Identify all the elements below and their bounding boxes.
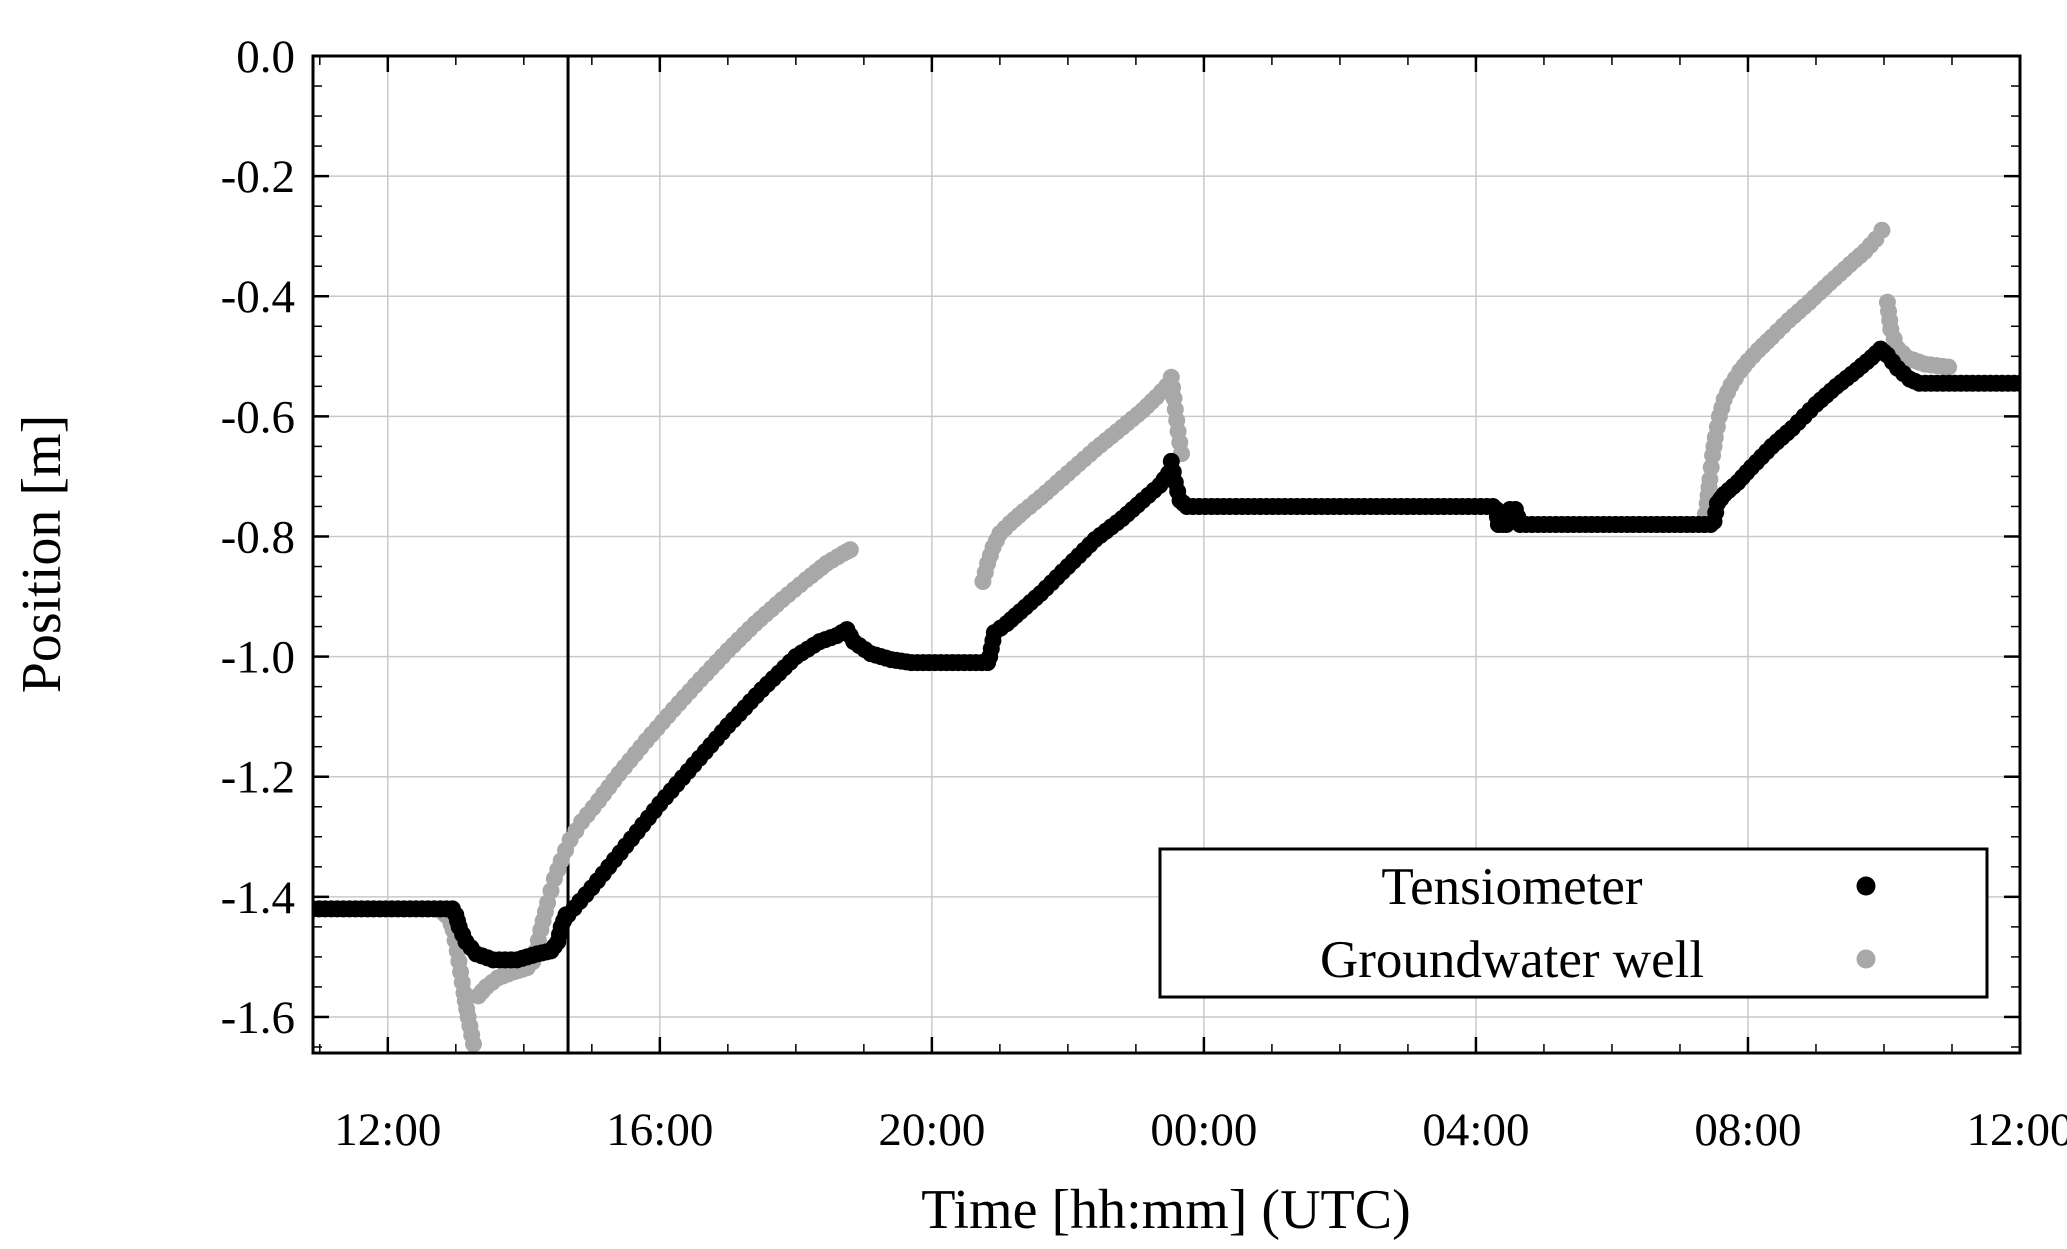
x-tick-label: 20:00: [878, 1104, 985, 1156]
x-tick-label: 12:00: [1966, 1104, 2067, 1156]
legend-label-tensiometer: Tensiometer: [1381, 858, 1643, 916]
grid-layer: [313, 55, 2021, 1053]
legend-entry-tensiometer: Tensiometer: [1381, 858, 1876, 916]
x-tick-label: 12:00: [334, 1104, 441, 1156]
legend-marker-groundwater-well: [1856, 949, 1876, 969]
y-tick-label: 0.0: [236, 31, 295, 83]
data-point-groundwater-well: [1940, 358, 1958, 376]
plot-border: [311, 54, 2022, 1055]
y-tick-label: -1.6: [221, 992, 295, 1044]
y-tick-label: -1.0: [221, 632, 295, 684]
tick-label-layer: 12:00 16:00 20:00 00:00 04:00 08:00 12:00 0.0 -0…: [221, 31, 2067, 1156]
data-layer: [313, 221, 2020, 1053]
data-point-tensiometer: [2011, 374, 2020, 392]
data-point-groundwater-well: [465, 1035, 482, 1053]
y-axis-title: Position [m]: [11, 415, 73, 693]
legend-label-groundwater-well: Groundwater well: [1320, 931, 1704, 989]
legend-box: [1158, 847, 1989, 999]
legend-marker-tensiometer: [1856, 876, 1876, 896]
x-axis-title: Time [hh:mm] (UTC): [921, 1179, 1410, 1241]
y-tick-label: -0.8: [221, 511, 295, 563]
x-tick-label: 16:00: [606, 1104, 713, 1156]
legend-entry-groundwater-well: Groundwater well: [1320, 931, 1876, 989]
y-tick-label: -1.2: [221, 752, 295, 804]
data-point-groundwater-well: [841, 541, 859, 559]
y-tick-label: -0.6: [221, 391, 295, 443]
legend: Tensiometer Groundwater well: [1158, 847, 1989, 999]
x-tick-label: 00:00: [1150, 1104, 1257, 1156]
y-tick-label: -1.4: [221, 872, 295, 924]
data-point-groundwater-well: [1873, 221, 1891, 239]
y-tick-label: -0.2: [221, 151, 295, 203]
x-tick-label: 04:00: [1422, 1104, 1529, 1156]
y-tick-label: -0.4: [221, 271, 295, 323]
axes-layer: [311, 54, 2022, 1055]
x-tick-label: 08:00: [1694, 1104, 1801, 1156]
